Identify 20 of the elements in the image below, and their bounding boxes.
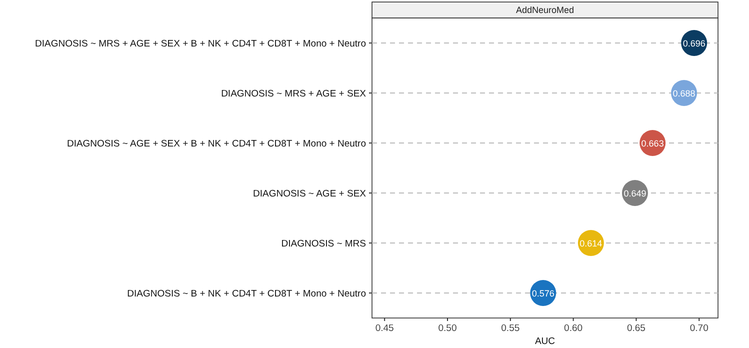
data-label: 0.663 bbox=[641, 138, 664, 148]
x-tick-label: 0.70 bbox=[690, 323, 708, 334]
y-tick-label: DIAGNOSIS ~ MRS bbox=[281, 238, 366, 250]
y-tick-label: DIAGNOSIS ~ MRS + AGE + SEX bbox=[221, 88, 367, 100]
chart-title: AddNeuroMed bbox=[516, 5, 574, 15]
y-tick-label: DIAGNOSIS ~ AGE + SEX + B + NK + CD4T + CD8T + Mono + Neutro bbox=[66, 138, 366, 150]
x-tick-label: 0.65 bbox=[626, 323, 646, 334]
data-label: 0.576 bbox=[532, 288, 554, 298]
data-label: 0.696 bbox=[682, 38, 706, 48]
x-tick-label: 0.50 bbox=[438, 323, 457, 334]
y-tick-label: DIAGNOSIS ~ AGE + SEX bbox=[253, 188, 367, 200]
y-tick-label: DIAGNOSIS ~ B + NK + CD4T + CD8T + Mono + Neutro bbox=[127, 288, 366, 300]
data-label: 0.649 bbox=[624, 188, 646, 198]
data-label: 0.614 bbox=[580, 238, 602, 248]
x-tick-label: 0.60 bbox=[564, 323, 583, 334]
data-label: 0.688 bbox=[672, 88, 696, 98]
y-tick-label: DIAGNOSIS ~ MRS + AGE + SEX + B + NK + CD4T + CD8T + Mono + Neutro bbox=[35, 38, 366, 50]
x-axis-title: AUC bbox=[534, 336, 556, 347]
x-tick-label: 0.55 bbox=[501, 323, 520, 334]
x-tick-label: 0.45 bbox=[375, 323, 394, 334]
